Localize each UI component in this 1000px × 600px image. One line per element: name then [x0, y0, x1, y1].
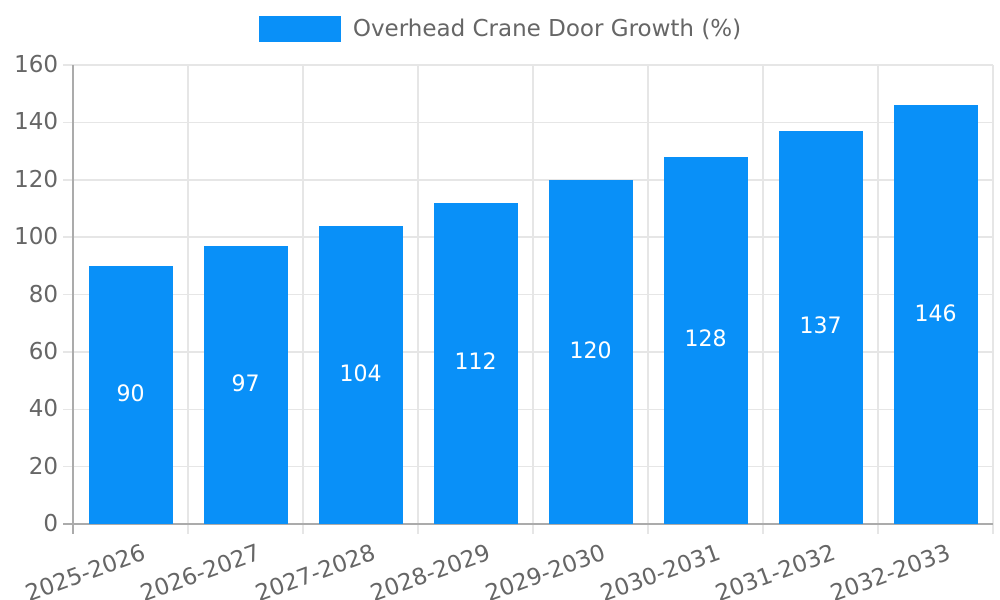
gridline-vertical: [417, 65, 419, 534]
gridline-vertical: [647, 65, 649, 534]
bar-2027-2028[interactable]: [318, 225, 403, 524]
x-axis-label: 2027-2028: [252, 539, 379, 600]
gridline-horizontal: [63, 64, 993, 66]
y-axis-label: 0: [43, 511, 58, 537]
gridline-horizontal: [63, 179, 993, 181]
gridline-vertical: [302, 65, 304, 534]
gridline-vertical: [187, 65, 189, 534]
gridline-horizontal: [63, 236, 993, 238]
gridline-horizontal: [63, 121, 993, 124]
x-axis-label: 2026-2027: [137, 539, 264, 600]
bar-2025-2026[interactable]: [88, 265, 173, 524]
y-axis-label: 120: [14, 166, 58, 193]
x-axis-label: 2032-2033: [827, 539, 954, 600]
gridline-horizontal: [63, 465, 993, 468]
y-axis-label: 140: [14, 109, 58, 136]
bar-2028-2029[interactable]: [433, 202, 518, 524]
legend-swatch-icon: [258, 16, 341, 42]
gridline-vertical: [877, 65, 879, 534]
legend-item[interactable]: Overhead Crane Door Growth (%): [258, 16, 742, 42]
x-axis-line: [63, 523, 993, 525]
legend-label: Overhead Crane Door Growth (%): [352, 16, 742, 42]
bar-2032-2033[interactable]: [893, 105, 978, 524]
y-axis-label: 100: [14, 224, 58, 251]
y-axis-label: 60: [28, 338, 58, 365]
x-axis-label: 2031-2032: [712, 539, 839, 600]
y-axis-label: 40: [28, 396, 58, 423]
y-axis-line: [72, 65, 74, 534]
x-axis-label: 2029-2030: [482, 539, 609, 600]
x-axis-label: 2028-2029: [367, 539, 494, 600]
gridline-horizontal: [63, 408, 993, 410]
bar-2031-2032[interactable]: [778, 130, 863, 524]
bar-2029-2030[interactable]: [548, 179, 633, 524]
y-axis-label: 160: [14, 52, 58, 78]
gridline-vertical: [532, 65, 534, 534]
y-axis-label: 20: [28, 453, 58, 480]
bar-2026-2027[interactable]: [203, 245, 288, 524]
y-axis-label: 80: [28, 281, 58, 308]
bar-2030-2031[interactable]: [663, 156, 748, 524]
gridline-vertical: [992, 65, 994, 534]
chart-legend: Overhead Crane Door Growth (%): [0, 16, 1000, 42]
gridline-vertical: [762, 65, 764, 534]
gridline-horizontal: [63, 351, 993, 353]
x-axis-label: 2030-2031: [597, 539, 724, 600]
x-axis-label: 2025-2026: [22, 539, 149, 600]
gridline-horizontal: [63, 293, 993, 296]
